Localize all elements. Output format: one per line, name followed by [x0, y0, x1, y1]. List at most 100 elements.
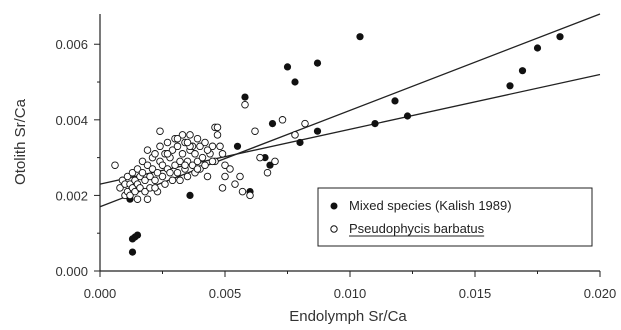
data-point-pseudophycis [271, 157, 279, 166]
data-point-pseudophycis [158, 172, 167, 181]
data-point-pseudophycis [251, 127, 259, 135]
data-point-pseudophycis [301, 119, 309, 128]
data-point-mixed-species [391, 97, 399, 105]
legend-label-mixed-species: Mixed species (Kalish 1989) [349, 198, 512, 213]
data-point-pseudophycis [203, 146, 212, 154]
data-point-pseudophycis [176, 176, 184, 185]
data-point-pseudophycis [173, 142, 182, 151]
data-point-pseudophycis [226, 165, 234, 173]
data-point-pseudophycis [208, 157, 217, 166]
data-point-pseudophycis [161, 180, 169, 188]
data-point-pseudophycis [156, 127, 164, 135]
data-point-pseudophycis [158, 161, 167, 169]
data-point-mixed-species [518, 67, 527, 75]
x-tick-label: 0.010 [334, 286, 367, 301]
data-point-pseudophycis [131, 187, 139, 196]
data-point-mixed-species [356, 33, 364, 41]
data-point-pseudophycis [111, 161, 119, 169]
data-point-pseudophycis [126, 191, 134, 200]
data-point-mixed-species [283, 63, 292, 71]
data-point-pseudophycis [133, 165, 142, 173]
x-tick-label: 0.005 [209, 286, 242, 301]
data-point-pseudophycis [191, 150, 199, 158]
data-point-pseudophycis [141, 187, 149, 196]
data-point-pseudophycis [176, 157, 184, 166]
data-point-pseudophycis [193, 134, 202, 143]
axes [94, 14, 601, 277]
data-point-pseudophycis [138, 168, 147, 177]
data-point-mixed-species [556, 33, 564, 41]
data-point-pseudophycis [143, 195, 152, 203]
data-point-pseudophycis [163, 150, 172, 158]
y-tick-label: 0.002 [55, 188, 88, 203]
data-point-pseudophycis [246, 191, 254, 200]
data-point-mixed-species [291, 78, 299, 86]
data-point-mixed-species [128, 248, 137, 256]
data-point-mixed-species [371, 120, 379, 128]
data-point-mixed-species [241, 93, 249, 101]
y-tick-label: 0.000 [55, 264, 88, 279]
data-point-pseudophycis [213, 123, 222, 132]
data-point-pseudophycis [256, 153, 264, 162]
data-point-pseudophycis [198, 153, 207, 162]
data-point-pseudophycis [186, 131, 194, 139]
data-point-pseudophycis [231, 180, 239, 188]
data-point-mixed-species [268, 120, 277, 128]
data-point-pseudophycis [263, 168, 272, 177]
data-point-mixed-species [403, 112, 412, 120]
data-point-pseudophycis [238, 187, 247, 196]
data-point-pseudophycis [133, 195, 142, 203]
data-point-pseudophycis [178, 150, 187, 158]
data-point-pseudophycis [151, 176, 159, 185]
x-tick-label: 0.020 [584, 286, 617, 301]
data-point-pseudophycis [173, 168, 182, 177]
data-point-pseudophycis [143, 146, 152, 154]
data-point-pseudophycis [203, 172, 212, 181]
data-point-pseudophycis [178, 131, 187, 139]
data-points [111, 33, 564, 256]
data-point-pseudophycis [193, 157, 202, 166]
data-point-pseudophycis [168, 146, 177, 154]
data-point-pseudophycis [221, 172, 229, 181]
data-point-mixed-species [533, 44, 542, 52]
data-point-pseudophycis [168, 176, 177, 185]
data-point-pseudophycis [183, 172, 192, 181]
data-point-pseudophycis [171, 161, 179, 169]
data-point-pseudophycis [201, 138, 209, 147]
data-point-pseudophycis [136, 184, 144, 192]
y-tick-label: 0.004 [55, 113, 88, 128]
data-point-pseudophycis [151, 184, 159, 192]
data-point-mixed-species [296, 138, 304, 147]
y-axis-label: Otolith Sr/Ca [12, 98, 29, 185]
data-point-mixed-species [133, 231, 142, 239]
data-point-pseudophycis [181, 161, 189, 169]
data-point-pseudophycis [163, 138, 172, 147]
data-point-pseudophycis [208, 142, 217, 151]
x-tick-label: 0.015 [459, 286, 492, 301]
legend-marker-mixed-species [330, 202, 338, 210]
data-point-pseudophycis [148, 165, 157, 173]
data-point-pseudophycis [218, 150, 227, 158]
legend-label-pseudophycis: Pseudophycis barbatus [349, 221, 485, 236]
data-point-pseudophycis [166, 168, 174, 177]
data-point-pseudophycis [193, 165, 202, 173]
y-tick-label: 0.006 [55, 37, 88, 52]
legend: Mixed species (Kalish 1989) Pseudophycis… [317, 187, 593, 247]
data-point-pseudophycis [138, 157, 147, 166]
data-point-pseudophycis [216, 142, 224, 151]
legend-marker-pseudophycis [330, 225, 338, 233]
data-point-pseudophycis [143, 161, 152, 169]
data-point-pseudophycis [141, 176, 149, 185]
data-point-pseudophycis [218, 184, 227, 192]
data-point-mixed-species [313, 59, 322, 67]
data-point-pseudophycis [183, 138, 192, 147]
x-axis-label: Endolymph Sr/Ca [289, 308, 407, 325]
data-point-pseudophycis [236, 172, 244, 181]
data-point-pseudophycis [291, 131, 299, 139]
data-point-mixed-species [506, 82, 514, 90]
legend-box [317, 187, 593, 247]
data-point-mixed-species [313, 127, 322, 135]
data-point-pseudophycis [173, 134, 182, 143]
data-point-mixed-species [233, 142, 242, 150]
